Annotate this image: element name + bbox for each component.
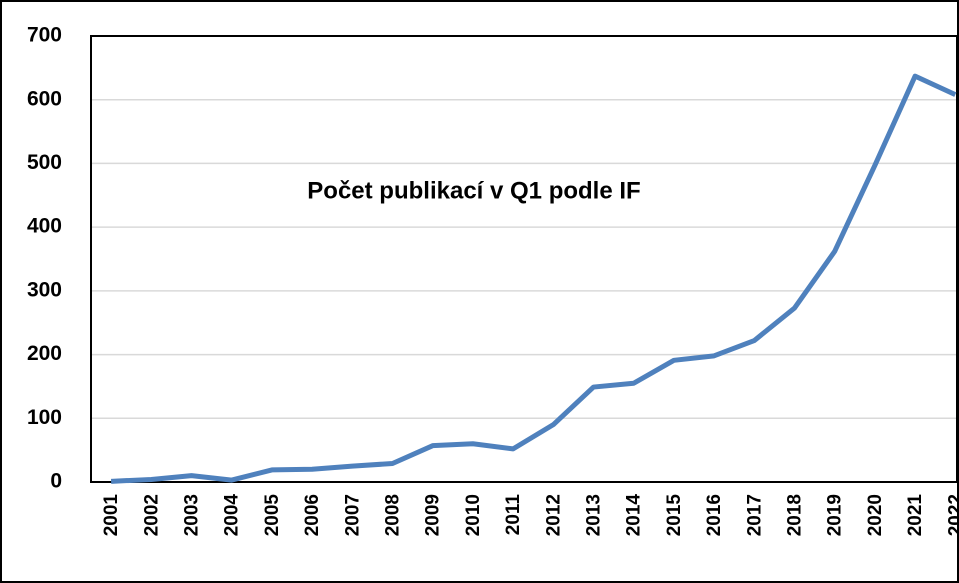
x-tick-label: 2004 — [222, 494, 243, 537]
chart-title: Počet publikací v Q1 podle IF — [307, 177, 640, 204]
x-tick-label: 2019 — [825, 494, 846, 536]
y-tick-label: 200 — [27, 342, 62, 365]
x-tick-label: 2016 — [704, 494, 725, 536]
y-tick-label: 0 — [50, 470, 62, 493]
y-tick-label: 400 — [27, 215, 62, 238]
y-tick-label: 500 — [27, 151, 62, 174]
x-tick-label: 2021 — [905, 494, 926, 537]
x-tick-label: 2007 — [342, 494, 363, 536]
y-tick-label: 300 — [27, 278, 62, 301]
y-tick-label: 100 — [27, 406, 62, 429]
x-tick-label: 2011 — [503, 494, 524, 536]
y-tick-label: 600 — [27, 87, 62, 110]
plot-frame — [90, 35, 958, 483]
x-tick-label: 2012 — [543, 494, 564, 536]
x-tick-label: 2018 — [785, 494, 806, 536]
x-tick-label: 2005 — [262, 494, 283, 537]
line-series — [110, 73, 957, 484]
x-tick-label: 2022 — [945, 494, 959, 536]
x-tick-label: 2006 — [302, 494, 323, 536]
x-tick-label: 2001 — [101, 494, 122, 537]
x-tick-label: 2003 — [182, 494, 203, 536]
y-tick-label: 700 — [27, 24, 62, 47]
x-tick-label: 2010 — [463, 494, 484, 536]
x-tick-label: 2020 — [865, 494, 886, 536]
x-tick-label: 2017 — [744, 494, 765, 536]
x-tick-label: 2008 — [383, 494, 404, 536]
x-tick-label: 2009 — [423, 494, 444, 536]
x-tick-label: 2015 — [664, 494, 685, 537]
x-tick-label: 2002 — [141, 494, 162, 536]
x-tick-label: 2014 — [624, 494, 645, 537]
x-tick-label: 2013 — [584, 494, 605, 536]
